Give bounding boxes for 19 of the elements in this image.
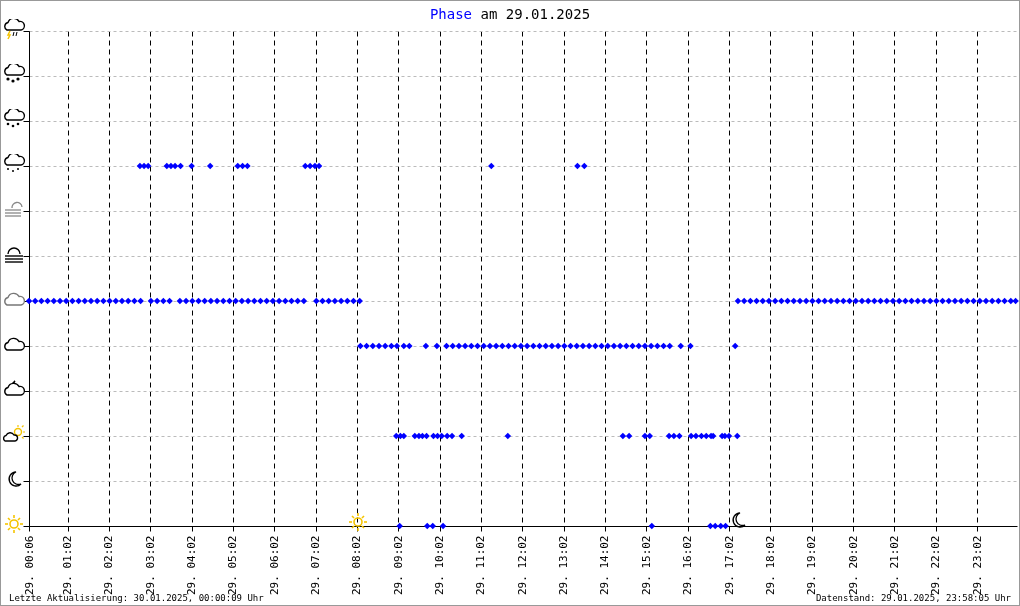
x-tick-label: 29. 02:02 <box>102 535 116 596</box>
x-tick-label: 29. 14:02 <box>598 535 612 596</box>
x-tick-label: 29. 15:02 <box>639 535 653 596</box>
text: Datenstand: 29.01.2025, 23:58:05 Uhr <box>815 593 1011 603</box>
x-tick-label: 29. 10:02 <box>433 535 447 596</box>
x-tick-label: 29. 08:02 <box>350 535 364 596</box>
x-tick-label: 29. 04:02 <box>185 535 199 596</box>
x-tick-label: 29. 20:02 <box>846 535 860 596</box>
x-tick-label: 29. 18:02 <box>763 535 777 596</box>
x-tick-label: 29. 17:02 <box>722 535 736 596</box>
x-tick-label: 29. 13:02 <box>557 535 571 596</box>
x-tick-label: 29. 16:02 <box>681 535 695 596</box>
x-tick-label: 29. 06:02 <box>267 535 281 596</box>
x-tick-label: 29. 12:02 <box>515 535 529 596</box>
x-tick-label: 29. 09:02 <box>391 535 405 596</box>
x-tick-label: 29. 01:02 <box>61 535 75 596</box>
x-tick-label: 29. 11:02 <box>474 535 488 596</box>
x-tick-label: 29. 07:02 <box>309 535 323 596</box>
chart-title: Phase am 29.01.2025 <box>428 6 592 22</box>
